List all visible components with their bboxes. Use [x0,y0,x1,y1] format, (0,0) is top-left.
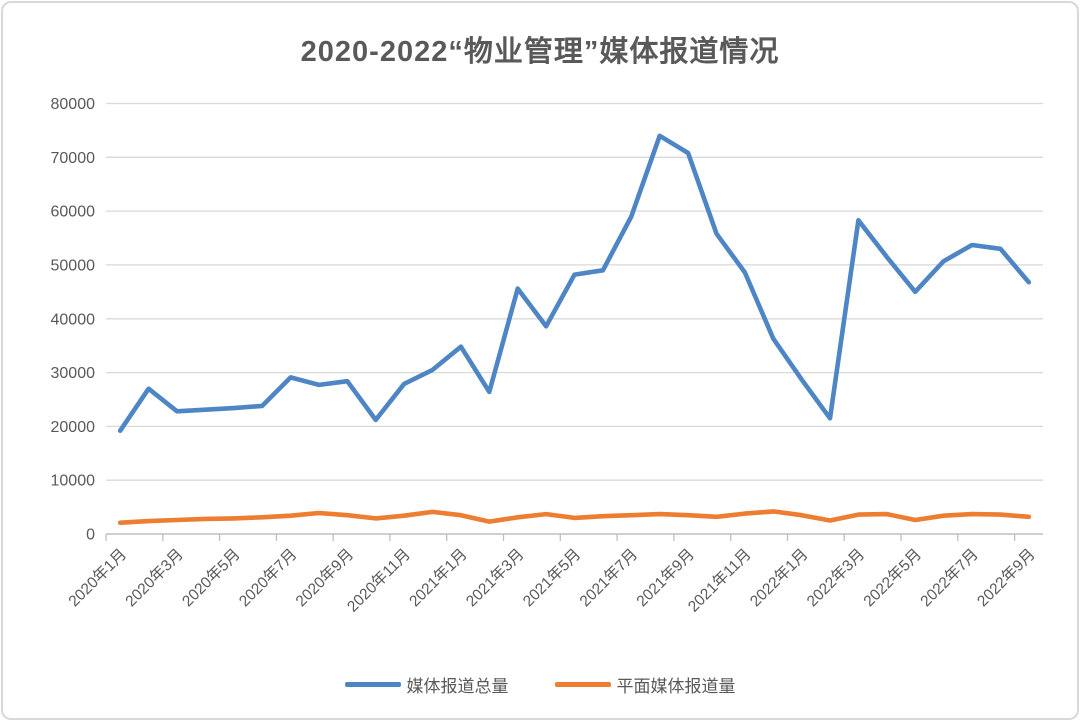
x-axis-label: 2021年5月 [519,545,584,610]
x-axis-label: 2020年5月 [178,545,243,610]
x-axis-label: 2022年7月 [917,545,982,610]
legend-label-print-media: 平面媒体报道量 [616,677,736,696]
x-axis-label: 2022年3月 [803,545,868,610]
series-line-1 [117,509,1032,526]
x-axis-label: 2021年7月 [576,545,641,610]
y-axis-label: 80000 [51,96,96,113]
y-axis-label: 70000 [51,150,96,167]
series-line-0 [117,133,1032,434]
x-axis-label: 2021年3月 [462,545,527,610]
x-axis-label: 2022年9月 [973,545,1038,610]
x-axis-label: 2022年1月 [746,545,811,610]
total-media-line-swatch [344,682,401,687]
legend-item-total-media: 媒体报道总量 [344,672,509,697]
chart-canvas: 0 10000 20000 30000 40000 50000 60000 70000 8000… [51,96,1043,616]
print-media-line-swatch [554,682,611,687]
legend-label-total-media: 媒体报道总量 [406,677,509,696]
x-axis-label: 2020年1月 [65,545,130,610]
y-axis-label: 10000 [51,473,96,490]
chart-legend: 媒体报道总量 平面媒体报道量 [3,672,1077,697]
y-axis-label: 0 [86,527,95,544]
chart-title: 2020-2022“物业管理”媒体报道情况 [300,36,780,68]
y-axis-label: 20000 [51,419,96,436]
y-axis-label: 40000 [51,311,96,328]
x-axis-label: 2020年3月 [122,545,187,610]
x-axis-label: 2022年5月 [860,545,925,610]
y-axis-label: 50000 [51,257,96,274]
x-axis-label: 2020年7月 [235,545,300,610]
y-axis-label: 60000 [51,204,96,221]
legend-item-print-media: 平面媒体报道量 [554,672,736,697]
x-axis-label: 2021年1月 [406,545,471,610]
y-axis-label: 30000 [51,365,96,382]
